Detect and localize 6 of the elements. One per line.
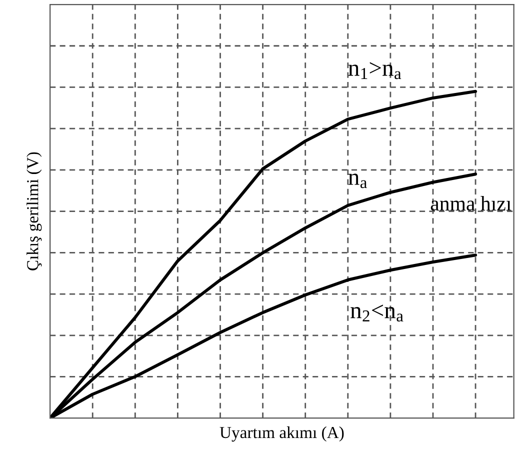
y-axis-title: Çıkış gerilimi (V) (26, 152, 42, 270)
series-label: n$_{a}$ (348, 174, 367, 188)
series-label: n$_{2}$<n$_{a}$ (350, 304, 404, 322)
annotation: anma hızı (430, 196, 512, 211)
series-label: n$_{1}$>n$_{a}$ (348, 62, 402, 80)
x-axis-title: Uyartım akımı (A) (220, 426, 344, 442)
